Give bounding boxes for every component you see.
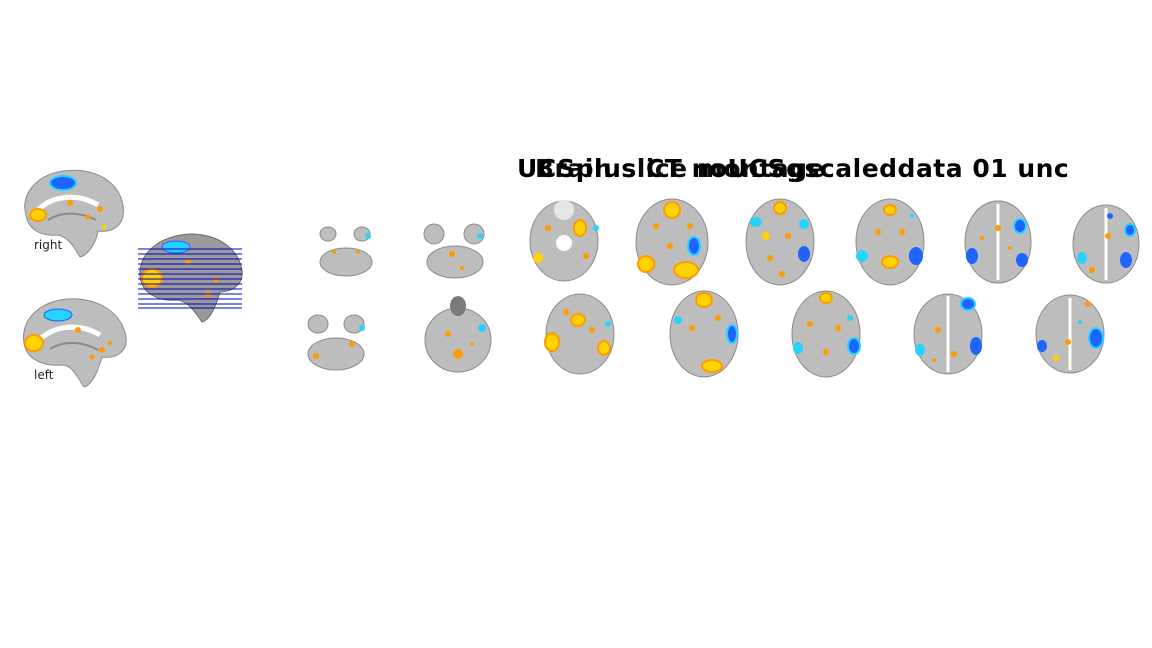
axial-slice-top-2 [423, 223, 485, 279]
axial-slice-bottom-7 [1035, 294, 1105, 374]
axial-slice-bottom-6 [913, 293, 983, 375]
axial-slice-bottom-4 [669, 290, 739, 378]
sagittal-right-slice [24, 169, 124, 258]
figure-title-layer-1: UCSplus CT noUCSgscaleddata 01 unc [517, 154, 1070, 183]
figure-title-layer-2: Brain slice montage [535, 154, 826, 183]
sagittal-left-slice [23, 298, 127, 388]
axial-slice-bottom-3 [544, 293, 615, 375]
axial-slice-bottom-1 [307, 314, 365, 371]
figure-title: UCSplus CT noUCSgscaleddata 01 unc Brain… [517, 154, 1077, 186]
axial-slice-top-3 [529, 200, 599, 282]
axial-slice-top-8 [1072, 204, 1140, 284]
axial-slice-top-4 [635, 198, 709, 286]
axial-slice-top-7 [964, 200, 1032, 284]
axial-slice-top-6 [855, 198, 925, 286]
sagittal-reference-with-slice-lines [138, 233, 243, 323]
axial-slice-bottom-2 [424, 296, 492, 373]
axial-slice-top-5 [745, 198, 815, 286]
axial-slice-bottom-5 [791, 290, 861, 378]
sagittal-right-label: right [34, 238, 63, 252]
axial-slice-top-1 [319, 226, 373, 277]
sagittal-left-label: left [34, 368, 54, 382]
